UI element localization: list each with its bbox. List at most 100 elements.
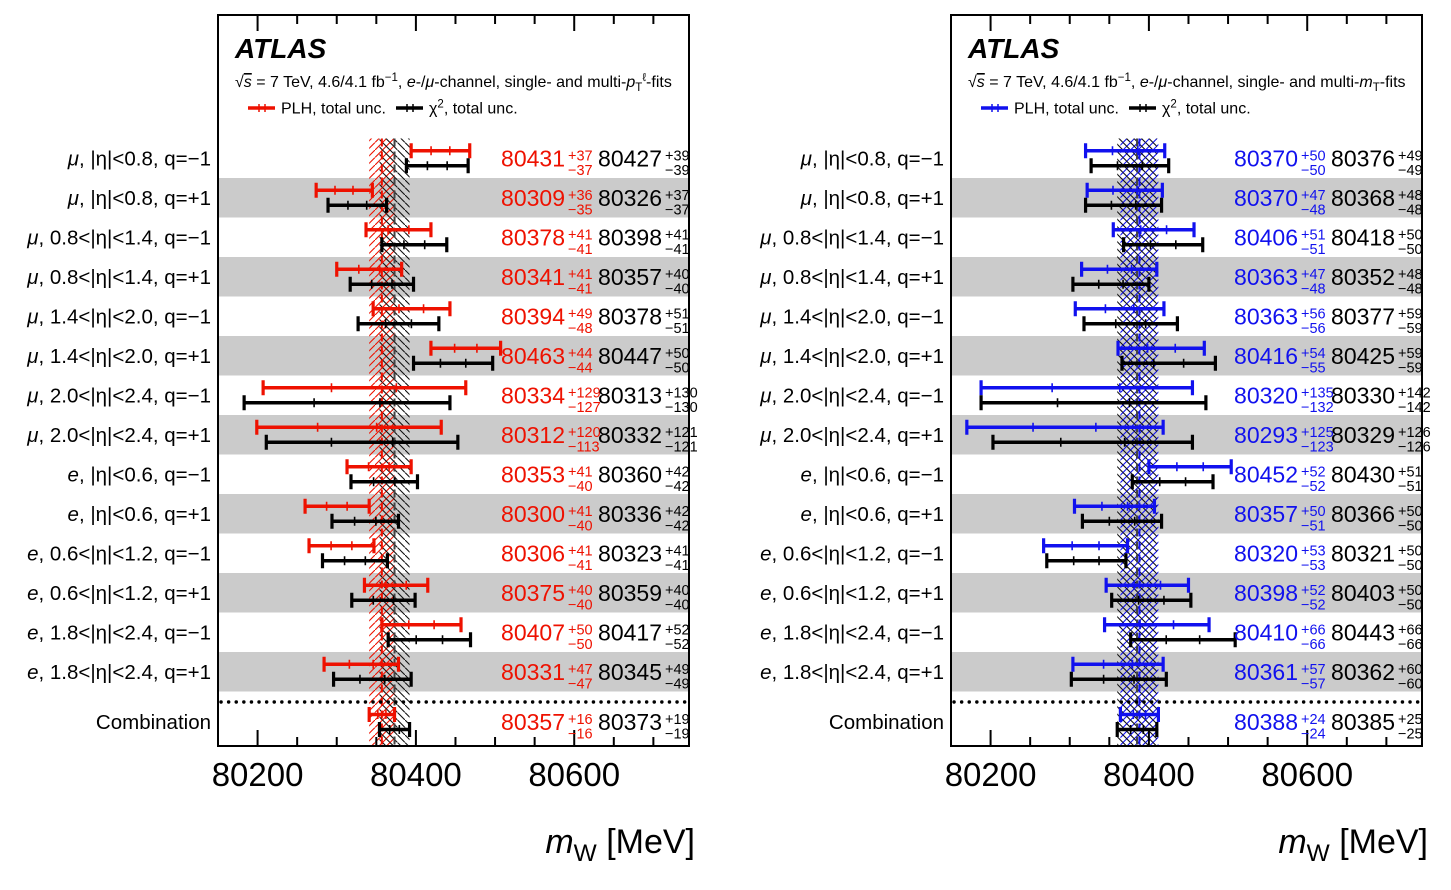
chi2-errorbar bbox=[242, 395, 452, 411]
plh-errorbar bbox=[1147, 459, 1233, 475]
row-label: μ, |η|<0.8, q=+1 bbox=[800, 187, 944, 210]
chi2-value: 80336 bbox=[598, 501, 662, 527]
plh-unc-up: +57 bbox=[1301, 662, 1326, 678]
chi2-unc-up: +66 bbox=[1398, 622, 1423, 638]
row-2: μ, 0.8<|η|<1.4, q=−1 80406 +51−51 80418 +50−… bbox=[759, 222, 1423, 258]
plh-errorbar bbox=[367, 707, 397, 722]
gray-band bbox=[952, 336, 1421, 376]
plh-errorbar bbox=[314, 182, 374, 198]
plh-unc-up: +49 bbox=[568, 306, 593, 322]
chi2-value: 80376 bbox=[1331, 145, 1395, 171]
x-tick-label: 80200 bbox=[212, 756, 304, 793]
legend-label-0: PLH, total unc. bbox=[281, 101, 386, 118]
plh-unc-up: +41 bbox=[568, 227, 593, 243]
plh-unc-dn: −51 bbox=[1301, 518, 1326, 534]
row-shading bbox=[219, 178, 688, 692]
chi2-unc-dn: −50 bbox=[1398, 597, 1423, 613]
plh-unc-dn: −40 bbox=[568, 597, 593, 613]
chi2-unc-dn: −66 bbox=[1398, 637, 1423, 653]
chi2-errorbar bbox=[404, 158, 470, 174]
plh-unc-up: +24 bbox=[1301, 712, 1326, 728]
row-9: e, |η|<0.6, q=+1 80300 +41−40 80336 +42−42 bbox=[68, 498, 690, 534]
plh-value: 80394 bbox=[501, 303, 565, 329]
chi2-value: 80378 bbox=[598, 303, 662, 329]
plh-unc-up: +47 bbox=[568, 662, 593, 678]
plh-unc-up: +51 bbox=[1301, 227, 1326, 243]
gray-band bbox=[219, 336, 688, 376]
gray-band bbox=[219, 257, 688, 297]
row-label: μ, 2.0<|η|<2.4, q=−1 bbox=[759, 384, 944, 407]
chi2-errorbar bbox=[411, 355, 495, 371]
plh-unc-dn: −41 bbox=[568, 242, 593, 258]
legend-item-1: χ2, total unc. bbox=[396, 98, 518, 118]
chi2-value: 80359 bbox=[598, 580, 662, 606]
legend-item-0: PLH, total unc. bbox=[981, 101, 1119, 118]
plh-unc-up: +54 bbox=[1301, 346, 1326, 362]
chi2-value: 80403 bbox=[1331, 580, 1395, 606]
chi2-errorbar bbox=[380, 237, 449, 253]
chi2-unc-dn: −19 bbox=[665, 727, 690, 743]
plh-unc-dn: −51 bbox=[1301, 242, 1326, 258]
chi2-unc-dn: −41 bbox=[665, 558, 690, 574]
plh-unc-up: +41 bbox=[568, 543, 593, 559]
plh-value: 80407 bbox=[501, 619, 565, 645]
plh-value: 80378 bbox=[501, 224, 565, 250]
plh-unc-dn: −40 bbox=[568, 479, 593, 495]
plh-unc-dn: −16 bbox=[568, 727, 593, 743]
chi2-errorbar bbox=[331, 671, 413, 687]
row-label: e, 0.6<|η|<1.2, q=+1 bbox=[27, 582, 211, 605]
chi2-unc-up: +37 bbox=[665, 188, 690, 204]
chi2-unc-up: +130 bbox=[665, 385, 698, 401]
gray-band bbox=[952, 494, 1421, 534]
plh-errorbar bbox=[1072, 498, 1157, 514]
plh-unc-dn: −41 bbox=[568, 558, 593, 574]
row-label: e, 0.6<|η|<1.2, q=−1 bbox=[27, 542, 211, 565]
plh-unc-up: +41 bbox=[568, 267, 593, 283]
row-combination: Combination 80357 +16−16 80373 +19−19 bbox=[96, 707, 690, 743]
row-label: e, |η|<0.6, q=+1 bbox=[68, 503, 211, 526]
gray-band bbox=[952, 573, 1421, 613]
subtitle: √s = 7 TeV, 4.6/4.1 fb−1, e-/μ-channel, … bbox=[235, 72, 672, 94]
plh-errorbar bbox=[1080, 261, 1159, 277]
gray-band bbox=[952, 652, 1421, 692]
chi2-errorbar bbox=[350, 592, 417, 608]
plh-value: 80370 bbox=[1234, 145, 1298, 171]
plh-errorbar bbox=[255, 419, 443, 435]
chi2-errorbar bbox=[1082, 316, 1179, 332]
chi2-unc-up: +39 bbox=[665, 148, 690, 164]
chi2-errorbar bbox=[1080, 513, 1164, 529]
plh-unc-up: +41 bbox=[568, 464, 593, 480]
plh-unc-up: +47 bbox=[1301, 267, 1326, 283]
plh-value: 80416 bbox=[1234, 343, 1298, 369]
plh-value: 80331 bbox=[501, 659, 565, 685]
row-combination: Combination 80388 +24−24 80385 +25−25 bbox=[829, 707, 1423, 743]
chi2-errorbar bbox=[1130, 474, 1215, 490]
plh-unc-dn: −35 bbox=[568, 202, 593, 218]
plh-errorbar bbox=[371, 301, 452, 317]
panel-pt-fits: 80200 80400 80600 mW [MeV] ATLAS √s = 7 TeV, … bbox=[26, 14, 698, 867]
plh-value: 80306 bbox=[501, 540, 565, 566]
chi2-unc-up: +48 bbox=[1398, 267, 1423, 283]
plh-unc-dn: −50 bbox=[568, 637, 593, 653]
chi2-errorbar bbox=[320, 553, 390, 569]
plh-unc-dn: −48 bbox=[568, 321, 593, 337]
chi2-unc-dn: −59 bbox=[1398, 321, 1423, 337]
plh-errorbar bbox=[364, 222, 433, 238]
plh-unc-up: +44 bbox=[568, 346, 593, 362]
plh-unc-dn: −47 bbox=[568, 676, 593, 692]
chi2-unc-up: +51 bbox=[1398, 464, 1423, 480]
row-label: e, 0.6<|η|<1.2, q=−1 bbox=[760, 542, 944, 565]
plh-value: 80410 bbox=[1234, 619, 1298, 645]
plh-value: 80363 bbox=[1234, 303, 1298, 329]
chi2-unc-dn: −49 bbox=[665, 676, 690, 692]
chi2-errorbar bbox=[264, 434, 460, 450]
row-4: μ, 1.4<|η|<2.0, q=−1 80363 +56−56 80377 +59−… bbox=[759, 301, 1423, 337]
chi2-value: 80362 bbox=[1331, 659, 1395, 685]
plh-unc-up: +37 bbox=[568, 148, 593, 164]
chi2-value: 80373 bbox=[598, 709, 662, 735]
chi2-value: 80427 bbox=[598, 145, 662, 171]
x-tick-label: 80600 bbox=[1261, 756, 1353, 793]
chi2-value: 80360 bbox=[598, 461, 662, 487]
plh-value: 80406 bbox=[1234, 224, 1298, 250]
gray-band bbox=[219, 494, 688, 534]
